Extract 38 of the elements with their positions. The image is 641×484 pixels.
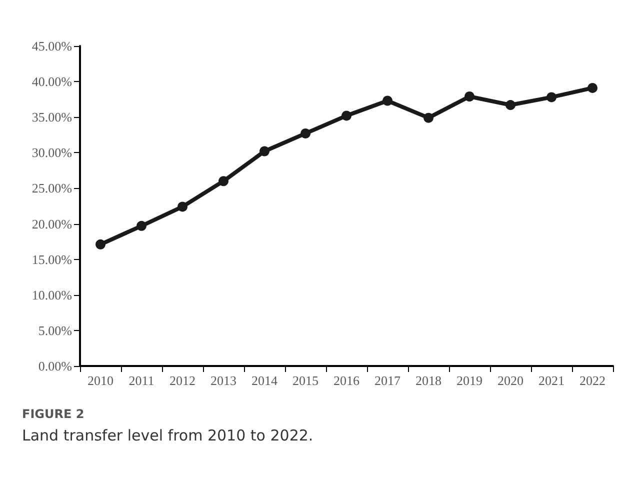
point: [424, 112, 434, 123]
caption: FIGURE 2: [22, 407, 84, 421]
x-tick-label: 2013: [210, 373, 236, 388]
x-tick-label: 2012: [170, 373, 196, 388]
x-tick-label: 2014: [252, 373, 278, 388]
x-tick-label: 2015: [292, 373, 318, 388]
x-tick-label: 2018: [416, 373, 442, 388]
point: [218, 176, 228, 186]
x-tick-label: 2011: [128, 373, 154, 388]
y-tick-label: 35.00%: [32, 110, 72, 125]
y-tick-label: 20.00%: [32, 216, 72, 232]
x-tick-label: 2020: [498, 373, 524, 388]
point: [136, 220, 146, 231]
point: [588, 82, 598, 93]
point: [546, 92, 556, 102]
point: [382, 96, 392, 106]
point: [506, 100, 516, 110]
x-tick-label: 2017: [374, 373, 401, 388]
x-tick-label: 2019: [456, 373, 482, 388]
x-tick-label: 2022: [580, 373, 606, 388]
text: Land transfer level from 2010 to 2022.: [22, 426, 314, 444]
y-tick-label: 40.00%: [32, 74, 72, 90]
y-tick-label: 10.00%: [32, 287, 72, 302]
point: [178, 202, 188, 212]
point: [464, 91, 474, 102]
point: [260, 146, 270, 156]
y-tick-label: 25.00%: [32, 180, 72, 196]
point: [96, 239, 106, 250]
x-tick-label: 2021: [538, 373, 564, 388]
point: [300, 128, 310, 138]
y-tick-label: 0.00%: [38, 358, 72, 374]
y-tick-label: 15.00%: [32, 252, 72, 267]
y-tick-label: 5.00%: [38, 322, 72, 338]
point: [342, 110, 352, 121]
y-tick-label: 30.00%: [32, 145, 72, 160]
y-tick-label: 45.00%: [32, 38, 72, 54]
x-tick-label: 2016: [334, 373, 360, 388]
x-tick-label: 2010: [88, 373, 114, 388]
